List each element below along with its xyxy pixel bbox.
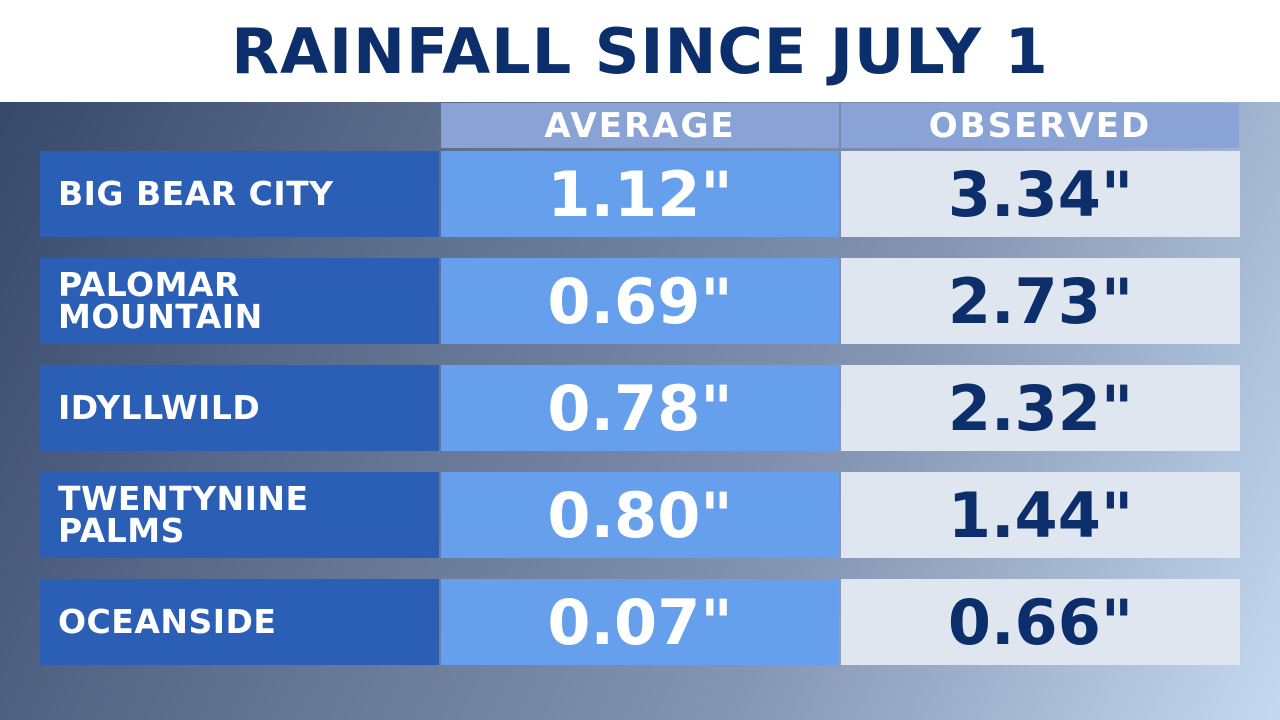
average-value-cell: 1.12" (441, 151, 839, 237)
observed-value-cell: 2.32" (841, 365, 1240, 451)
table-row: IDYLLWILD 0.78" 2.32" (40, 365, 1240, 451)
observed-value-cell: 1.44" (841, 472, 1240, 558)
observed-value-cell: 3.34" (841, 151, 1240, 237)
table-row: PALOMAR MOUNTAIN 0.69" 2.73" (40, 258, 1240, 344)
average-value-cell: 0.07" (441, 579, 839, 665)
column-header-observed: OBSERVED (841, 103, 1239, 148)
average-value-cell: 0.69" (441, 258, 839, 344)
column-header-average: AVERAGE (441, 103, 839, 148)
chart-title: RAINFALL SINCE JULY 1 (231, 14, 1049, 88)
table-row: BIG BEAR CITY 1.12" 3.34" (40, 151, 1240, 237)
observed-value-cell: 2.73" (841, 258, 1240, 344)
average-value-cell: 0.80" (441, 472, 839, 558)
location-label: PALOMAR MOUNTAIN (58, 265, 263, 336)
observed-value-cell: 0.66" (841, 579, 1240, 665)
location-cell: TWENTYNINE PALMS (40, 472, 439, 558)
table-row: OCEANSIDE 0.07" 0.66" (40, 579, 1240, 665)
location-label: TWENTYNINE PALMS (58, 479, 309, 550)
table-row: TWENTYNINE PALMS 0.80" 1.44" (40, 472, 1240, 558)
location-cell: IDYLLWILD (40, 365, 439, 451)
location-cell: OCEANSIDE (40, 579, 439, 665)
average-value-cell: 0.78" (441, 365, 839, 451)
title-bar: RAINFALL SINCE JULY 1 (0, 0, 1280, 102)
location-cell: PALOMAR MOUNTAIN (40, 258, 439, 344)
location-cell: BIG BEAR CITY (40, 151, 439, 237)
